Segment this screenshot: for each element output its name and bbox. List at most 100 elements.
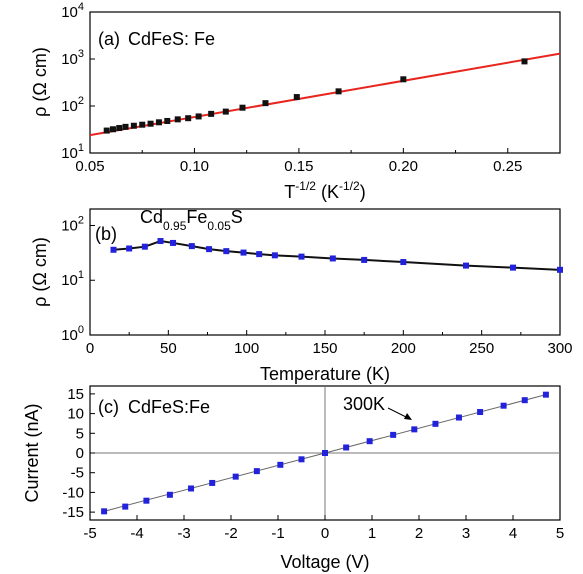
panel-a-data-point	[262, 100, 269, 107]
panel-c-data-point	[366, 438, 373, 445]
panel-b-x-tick-label: 150	[312, 340, 337, 357]
panel-b-data-point	[510, 264, 516, 271]
panel-c-y-tick-label: -15	[62, 504, 84, 521]
panel-c-x-tick-label: -1	[271, 525, 284, 542]
panel-a-y-tick-label: 104	[61, 1, 84, 21]
panel-b-data-point	[240, 249, 247, 256]
panel-a-annotation: CdFeS: Fe	[128, 29, 215, 49]
panel-b: 0 50 100 150 200 250 300 100 101 102 (b) Cd0.95F…	[30, 207, 573, 384]
panel-b-annotation-sub2: 0.05	[207, 219, 231, 233]
panel-b-data-point	[329, 255, 336, 262]
panel-b-x-tick-label: 300	[547, 340, 572, 357]
panel-c-x-tick-label: -5	[83, 525, 96, 542]
panel-a: 0.05 0.10 0.15 0.20 0.25 101 102 103 104 (a) Cd…	[30, 1, 561, 202]
panel-c-x-tick-label: -3	[177, 525, 190, 542]
panel-c-data-point	[432, 420, 439, 427]
panel-a-data-point	[521, 58, 528, 65]
panel-c-y-tick-label: 10	[67, 406, 84, 423]
panel-a-data-point	[147, 120, 154, 127]
panel-c-data-point	[455, 414, 462, 421]
panel-a-y-axis-label: ρ (Ω cm)	[30, 47, 50, 117]
panel-a-data-point	[116, 125, 123, 132]
panel-a-x-tick-label: 0.15	[284, 158, 313, 175]
panel-c-data-point	[390, 431, 397, 438]
panel-b-data-point	[463, 262, 469, 269]
panel-c-data-point	[101, 508, 108, 515]
panel-a-data-point	[164, 117, 171, 124]
panel-c-data-point	[188, 485, 195, 492]
panel-c-data-point	[166, 491, 173, 498]
panel-a-data-point	[103, 127, 110, 134]
panel-b-frame	[89, 208, 561, 336]
panel-a-data-point	[335, 88, 342, 95]
panel-a-data-point	[155, 119, 162, 126]
panel-c-x-tick-label: 1	[368, 525, 376, 542]
panel-a-x-axis-label-mid: (K	[316, 182, 339, 202]
panel-c-y-tick-label: 5	[76, 425, 84, 442]
panel-c-data-point	[322, 450, 328, 456]
panel-a-data-point	[195, 113, 202, 120]
panel-b-data-point	[141, 243, 148, 250]
panel-a-x-tick-label: 0.05	[75, 158, 104, 175]
panel-c-data-point	[143, 497, 150, 504]
panel-b-data-point	[170, 239, 177, 246]
panel-c-data-point	[477, 409, 484, 416]
panel-c-y-axis-label: Current (nA)	[22, 403, 42, 502]
panel-b-data-point	[557, 266, 563, 273]
panel-b-data-point	[206, 246, 213, 253]
panel-a-data-point	[130, 122, 137, 129]
panel-b-x-tick-label: 50	[160, 340, 177, 357]
panel-b-x-tick-label: 250	[469, 340, 494, 357]
panel-b-y-tick-label: 100	[61, 324, 84, 344]
panel-a-x-tick-label: 0.10	[180, 158, 209, 175]
panel-a-x-axis-label-sup1: -1/2	[295, 179, 316, 193]
panel-c-data-point	[500, 402, 507, 409]
panel-c-x-tick-label: 5	[556, 525, 564, 542]
panel-c-data-point	[542, 391, 549, 398]
panel-a-data-point	[174, 116, 181, 123]
panel-b-data-point	[298, 253, 305, 260]
panel-b-data-point	[271, 252, 278, 259]
panel-b-label: (b)	[95, 224, 117, 244]
panel-b-y-tick-label: 102	[61, 214, 84, 234]
panel-a-x-axis-label-base: T	[284, 182, 295, 202]
panel-a-x-axis-label-end: )	[360, 182, 366, 202]
panel-b-data-point	[223, 248, 230, 255]
panel-a-x-axis-label-sup2: -1/2	[339, 179, 360, 193]
panel-b-y-axis-label: ρ (Ω cm)	[30, 237, 50, 307]
panel-a-x-tick-label: 0.20	[389, 158, 418, 175]
panel-b-annotation-sub1: 0.95	[163, 219, 187, 233]
panel-c-data-point	[232, 473, 239, 480]
panel-c-data-point	[277, 461, 284, 468]
panel-a-data-point	[208, 110, 215, 117]
panel-c-data-point	[209, 479, 216, 486]
panel-b-data-point	[110, 246, 117, 253]
panel-c-callout-arrowhead	[404, 413, 412, 420]
panel-a-x-axis-label: T-1/2 (K-1/2)	[284, 179, 365, 202]
panel-b-data-point	[188, 243, 195, 250]
panel-a-data-point	[222, 108, 229, 115]
panel-b-x-axis-label: Temperature (K)	[260, 364, 390, 384]
panel-a-data-point	[185, 115, 192, 122]
panel-a-label: (a)	[98, 29, 120, 49]
panel-a-data-point	[139, 121, 146, 128]
panel-a-data-point	[239, 104, 246, 111]
panel-c-data-point	[521, 397, 528, 404]
panel-c-data-point	[298, 456, 305, 463]
panel-c-y-tick-label: -10	[62, 484, 84, 501]
panel-a-data-point	[122, 123, 129, 130]
panel-a-data-point	[293, 94, 300, 101]
panel-a-data-point	[400, 76, 407, 83]
panel-c-y-tick-label: 0	[76, 445, 84, 462]
panel-c-x-tick-label: 0	[321, 525, 329, 542]
panel-c-data-point	[411, 426, 418, 433]
panel-c-data-point	[343, 444, 350, 451]
panel-c-y-tick-label: -5	[71, 465, 84, 482]
panel-c-annotation: CdFeS:Fe	[128, 397, 210, 417]
panel-a-data-point	[109, 126, 116, 133]
panel-b-x-tick-label: 200	[391, 340, 416, 357]
panel-c-label: (c)	[98, 397, 119, 417]
panel-b-data-point	[256, 251, 263, 258]
